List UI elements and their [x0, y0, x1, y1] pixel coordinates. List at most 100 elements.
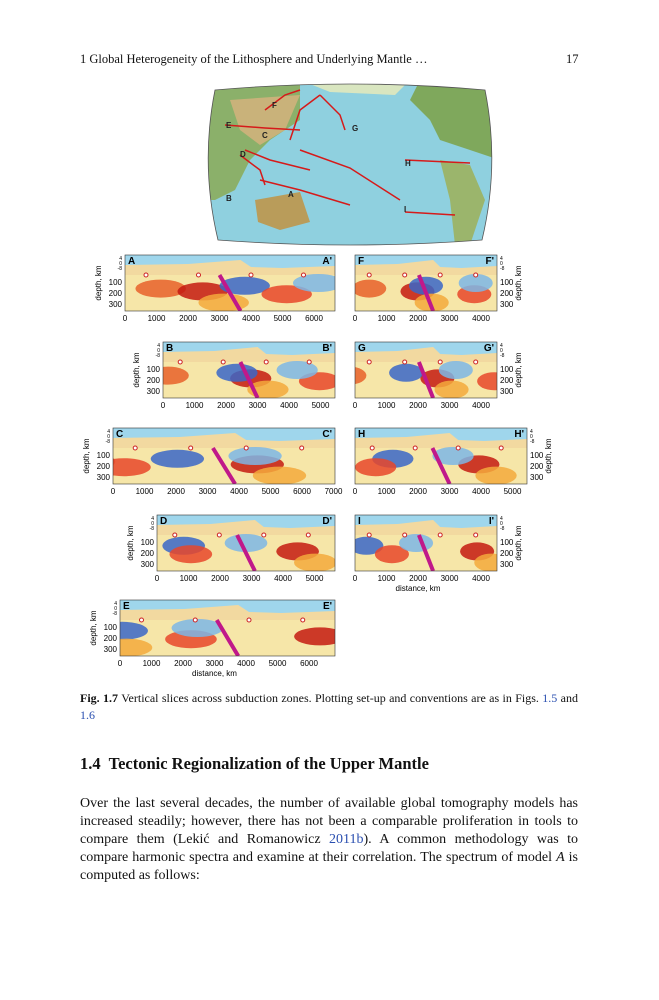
- x-tick: 1000: [378, 401, 396, 410]
- x-tick: 2000: [174, 659, 192, 668]
- paragraph: Over the last several decades, the numbe…: [80, 795, 578, 885]
- start-label: I: [358, 516, 361, 527]
- map-label: B: [226, 194, 232, 203]
- x-tick: 1000: [378, 487, 396, 496]
- anomaly: [276, 361, 318, 379]
- map-label: I: [404, 205, 406, 214]
- elevation-tick: 4: [107, 429, 110, 435]
- station: [132, 445, 138, 451]
- elevation-tick: 0: [107, 434, 110, 440]
- end-label: C': [322, 429, 332, 440]
- topography: [113, 433, 335, 448]
- elevation-tick: 0: [500, 261, 503, 267]
- panel-frame: [354, 427, 528, 485]
- section-panel: [355, 255, 497, 311]
- x-tick: 1000: [180, 574, 198, 583]
- depth-tick: 100: [104, 623, 118, 632]
- depth-tick: 300: [141, 560, 155, 569]
- anomaly: [355, 458, 397, 477]
- station: [306, 359, 312, 365]
- topography: [355, 433, 527, 448]
- station: [455, 445, 461, 451]
- x-tick: 5000: [306, 574, 324, 583]
- station: [301, 272, 306, 278]
- elevation-tick: 4: [500, 516, 503, 522]
- x-tick: 4000: [472, 574, 490, 583]
- anomaly: [389, 363, 424, 382]
- station: [366, 272, 372, 278]
- station: [139, 617, 144, 623]
- figure-ref[interactable]: 1.6: [80, 708, 95, 722]
- anomaly: [477, 372, 497, 391]
- end-label: A': [322, 256, 332, 267]
- anomaly: [355, 536, 384, 555]
- slab: [217, 273, 243, 311]
- slab: [417, 534, 435, 571]
- x-label: distance, km: [192, 669, 237, 678]
- x-tick: 3000: [249, 401, 267, 410]
- elevation-tick: -8: [156, 353, 161, 359]
- depth-tick: 200: [147, 376, 161, 385]
- anomaly: [120, 621, 148, 640]
- slab: [238, 361, 260, 398]
- topography: [120, 605, 335, 620]
- depth-label: depth, km: [514, 352, 523, 387]
- section-panel: [157, 515, 335, 571]
- citation[interactable]: 2011b: [329, 832, 364, 847]
- x-tick: 0: [353, 401, 358, 410]
- panel-frame: [124, 254, 336, 312]
- station: [246, 617, 252, 623]
- elevation-tick: 4: [119, 256, 122, 262]
- end-label: F': [486, 256, 495, 267]
- end-label: H': [514, 429, 524, 440]
- caption-label: Fig. 1.7: [80, 691, 119, 705]
- station: [369, 445, 375, 451]
- anomaly: [293, 274, 335, 292]
- anomaly: [120, 638, 153, 656]
- anomaly: [474, 553, 497, 571]
- elevation-tick: -8: [500, 353, 505, 359]
- depth-label: depth, km: [544, 438, 553, 473]
- station: [437, 532, 443, 538]
- depth-tick: 100: [97, 451, 111, 460]
- panel-frame: [354, 254, 498, 312]
- station: [412, 445, 418, 451]
- panel-frame: [162, 341, 336, 399]
- end-label: I': [489, 516, 494, 527]
- caption: Fig. 1.7 Vertical slices across subducti…: [80, 690, 578, 724]
- figure-ref[interactable]: 1.5: [542, 691, 558, 705]
- section-heading: 1.4 Tectonic Regionalization of the Uppe…: [80, 754, 429, 774]
- x-tick: 5000: [312, 401, 330, 410]
- elevation-tick: 0: [157, 348, 160, 354]
- end-label: D': [322, 516, 332, 527]
- anomaly: [294, 627, 335, 646]
- station: [473, 532, 479, 538]
- station: [188, 445, 194, 451]
- x-tick: 2000: [409, 314, 427, 323]
- station: [473, 359, 479, 365]
- elevation-tick: -8: [113, 611, 118, 617]
- anomaly: [408, 276, 444, 295]
- x-tick: 2000: [211, 574, 229, 583]
- station: [263, 359, 269, 365]
- start-label: E: [123, 601, 130, 612]
- depth-tick: 300: [530, 473, 544, 482]
- anomaly: [355, 367, 367, 385]
- anomaly: [169, 545, 213, 564]
- x-tick: 3000: [206, 659, 224, 668]
- anomaly: [216, 363, 258, 382]
- depth-tick: 100: [530, 451, 544, 460]
- anomaly: [171, 619, 224, 637]
- anomaly: [228, 447, 282, 465]
- elevation-tick: 0: [500, 521, 503, 527]
- x-tick: 2000: [217, 401, 235, 410]
- station: [437, 359, 443, 365]
- elevation-tick: 4: [500, 343, 503, 349]
- end-label: E': [323, 601, 332, 612]
- station: [305, 532, 311, 538]
- slab: [430, 447, 452, 484]
- elevation-tick: 4: [530, 429, 533, 435]
- depth-tick: 200: [109, 289, 123, 298]
- depth-tick: 200: [500, 549, 514, 558]
- depth-tick: 100: [500, 538, 514, 547]
